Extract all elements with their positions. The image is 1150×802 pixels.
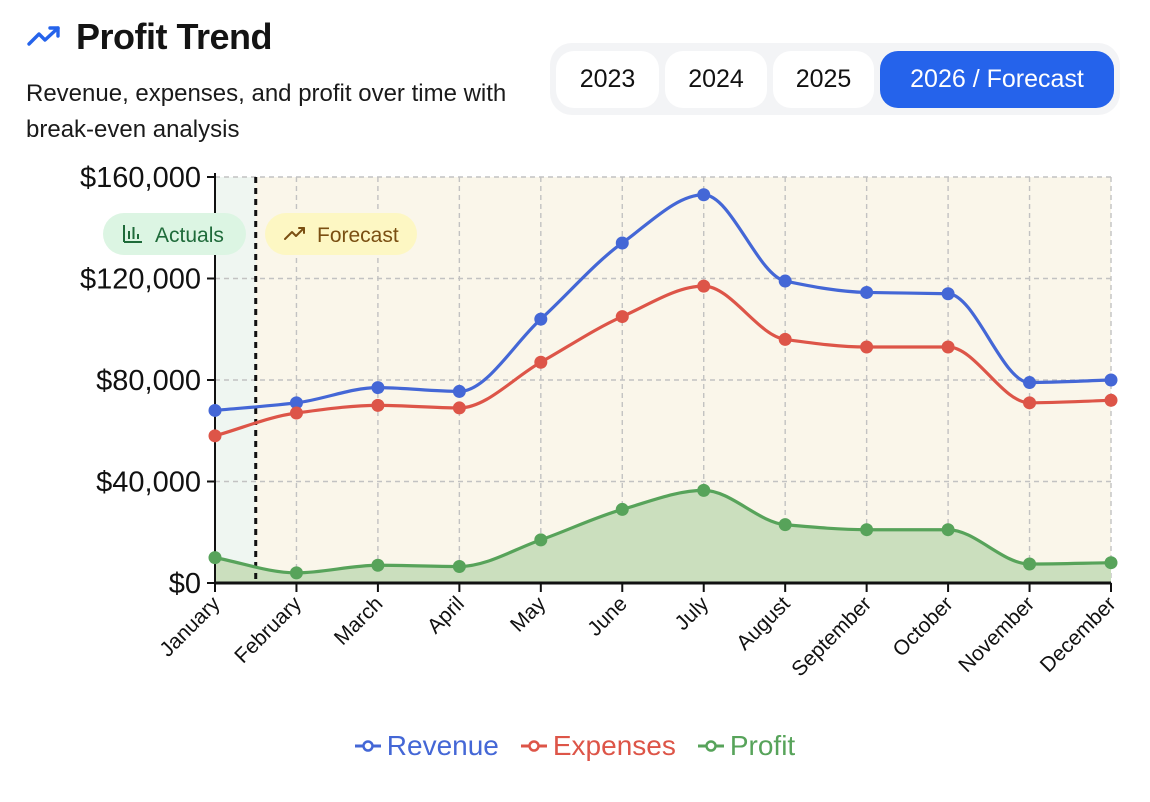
expenses-point[interactable] xyxy=(1104,393,1118,407)
y-tick-label: $120,000 xyxy=(80,264,201,296)
expenses-line-icon xyxy=(520,740,547,752)
legend-item-profit[interactable]: Profit xyxy=(697,730,796,762)
legend-label-expenses: Expenses xyxy=(552,730,676,761)
x-tick-label: May xyxy=(506,592,551,637)
profit-point[interactable] xyxy=(1023,557,1037,571)
revenue-line-icon xyxy=(354,740,381,752)
x-tick-label: October xyxy=(889,592,958,661)
x-tick-label: June xyxy=(583,592,631,640)
expenses-point[interactable] xyxy=(615,310,629,324)
trending-up-icon xyxy=(27,26,60,46)
y-tick-label: $0 xyxy=(169,568,201,600)
page-title: Profit Trend xyxy=(76,16,273,57)
profit-area xyxy=(215,490,1111,583)
trending-up-icon xyxy=(284,227,305,240)
revenue-point[interactable] xyxy=(697,188,711,202)
profit-point[interactable] xyxy=(208,551,222,565)
revenue-point[interactable] xyxy=(615,236,629,250)
page-subtitle: Revenue, expenses, and profit over time … xyxy=(26,80,507,143)
profit-point[interactable] xyxy=(860,523,874,537)
expenses-point[interactable] xyxy=(1023,396,1037,410)
expenses-point[interactable] xyxy=(289,406,303,420)
y-tick-label: $40,000 xyxy=(96,467,201,499)
legend-label-revenue: Revenue xyxy=(386,730,499,761)
x-tick-label: January xyxy=(155,592,224,661)
profit-point[interactable] xyxy=(778,518,792,532)
actuals-badge: Actuals xyxy=(103,213,246,255)
revenue-point[interactable] xyxy=(289,396,303,410)
chart-legend: Revenue Expenses Profit xyxy=(0,730,1150,762)
profit-point[interactable] xyxy=(452,560,466,574)
revenue-point[interactable] xyxy=(534,312,548,326)
revenue-point[interactable] xyxy=(778,274,792,288)
x-tick-label: November xyxy=(954,592,1039,677)
revenue-point[interactable] xyxy=(1104,373,1118,387)
expenses-point[interactable] xyxy=(697,279,711,293)
profit-point[interactable] xyxy=(941,523,955,537)
x-tick-label: December xyxy=(1036,592,1121,677)
y-tick-label: $160,000 xyxy=(80,162,201,194)
legend-item-revenue[interactable]: Revenue xyxy=(354,730,499,762)
profit-line xyxy=(214,488,1112,575)
tab-2025[interactable]: 2025 xyxy=(773,50,874,108)
profit-point[interactable] xyxy=(615,502,629,516)
profit-point[interactable] xyxy=(289,566,303,580)
revenue-point[interactable] xyxy=(452,384,466,398)
forecast-badge: Forecast xyxy=(265,213,417,255)
profit-point[interactable] xyxy=(534,533,548,547)
expenses-point[interactable] xyxy=(452,401,466,415)
revenue-point[interactable] xyxy=(860,285,874,299)
profit-point[interactable] xyxy=(371,558,385,572)
x-tick-label: April xyxy=(423,592,469,638)
expenses-point[interactable] xyxy=(778,332,792,346)
y-tick-label: $80,000 xyxy=(96,365,201,397)
expenses-point[interactable] xyxy=(860,340,874,354)
tab-2023[interactable]: 2023 xyxy=(556,50,659,108)
expenses-point[interactable] xyxy=(208,429,222,443)
profit-point[interactable] xyxy=(697,483,711,497)
revenue-point[interactable] xyxy=(208,403,222,417)
revenue-point[interactable] xyxy=(371,381,385,395)
x-tick-label: March xyxy=(330,592,388,650)
expenses-point[interactable] xyxy=(534,355,548,369)
profit-point[interactable] xyxy=(1104,556,1118,570)
header: Profit Trend xyxy=(26,16,273,58)
actuals-badge-label: Actuals xyxy=(155,224,224,247)
revenue-point[interactable] xyxy=(941,287,955,301)
x-tick-label: August xyxy=(732,592,795,655)
legend-label-profit: Profit xyxy=(729,730,796,761)
profit-line-icon xyxy=(697,740,724,752)
x-tick-label: September xyxy=(787,592,876,681)
x-tick-label: February xyxy=(230,592,306,668)
tab-2026-forecast[interactable]: 2026 / Forecast xyxy=(880,50,1114,108)
x-tick-label: July xyxy=(671,592,714,635)
revenue-point[interactable] xyxy=(1023,376,1037,390)
forecast-badge-label: Forecast xyxy=(317,224,399,247)
legend-item-expenses[interactable]: Expenses xyxy=(520,730,676,762)
expenses-point[interactable] xyxy=(941,340,955,354)
tab-2024[interactable]: 2024 xyxy=(665,50,767,108)
bar-chart-icon xyxy=(123,225,142,243)
year-tabs: 2023 2024 2025 2026 / Forecast xyxy=(550,43,1120,115)
expenses-point[interactable] xyxy=(371,398,385,412)
